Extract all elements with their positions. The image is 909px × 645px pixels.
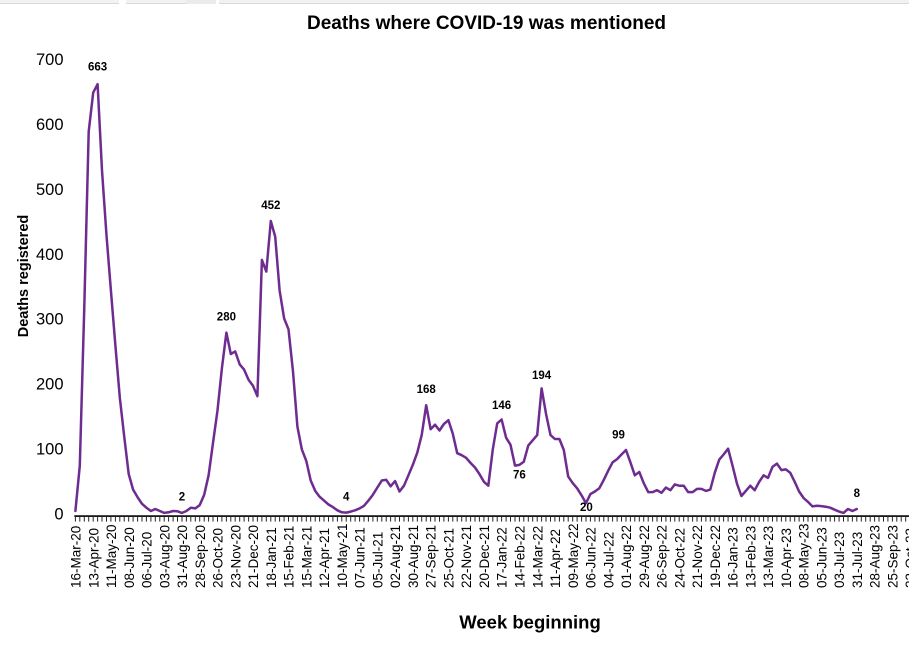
svg-text:03-Jul-23: 03-Jul-23 [832, 532, 847, 588]
svg-text:05-Jul-21: 05-Jul-21 [370, 532, 385, 588]
svg-text:23-Nov-20: 23-Nov-20 [228, 525, 243, 588]
svg-text:25-Oct-21: 25-Oct-21 [442, 528, 457, 588]
svg-text:22-Nov-21: 22-Nov-21 [459, 525, 474, 588]
svg-text:Deaths registered: Deaths registered [16, 215, 32, 338]
svg-text:18-Jan-21: 18-Jan-21 [264, 527, 279, 588]
svg-text:13-Mar-23: 13-Mar-23 [761, 526, 776, 588]
svg-text:200: 200 [36, 376, 64, 394]
svg-text:08-Jun-20: 08-Jun-20 [122, 527, 137, 588]
svg-text:06-Jul-20: 06-Jul-20 [140, 532, 155, 588]
svg-text:13-Feb-23: 13-Feb-23 [743, 526, 758, 588]
svg-text:21-Nov-22: 21-Nov-22 [690, 525, 705, 588]
svg-text:14-Feb-22: 14-Feb-22 [513, 526, 528, 588]
svg-text:19-Dec-22: 19-Dec-22 [708, 525, 723, 588]
svg-text:99: 99 [612, 430, 625, 442]
svg-text:452: 452 [261, 200, 280, 212]
svg-text:05-Jun-23: 05-Jun-23 [814, 527, 829, 588]
svg-text:146: 146 [492, 400, 511, 412]
svg-text:16-Mar-20: 16-Mar-20 [69, 526, 84, 588]
svg-text:26-Sep-22: 26-Sep-22 [655, 525, 670, 588]
svg-text:12-Apr-21: 12-Apr-21 [317, 528, 332, 588]
svg-text:29-Aug-22: 29-Aug-22 [637, 525, 652, 588]
svg-text:700: 700 [36, 51, 64, 69]
svg-text:08-May-23: 08-May-23 [797, 523, 812, 588]
svg-text:15-Feb-21: 15-Feb-21 [282, 526, 297, 588]
svg-text:10-Apr-23: 10-Apr-23 [779, 528, 794, 588]
svg-text:02-Aug-21: 02-Aug-21 [388, 525, 403, 588]
svg-text:76: 76 [513, 470, 526, 482]
svg-text:13-Apr-20: 13-Apr-20 [86, 528, 101, 588]
svg-text:15-Mar-21: 15-Mar-21 [299, 526, 314, 588]
svg-text:8: 8 [854, 488, 861, 500]
svg-text:100: 100 [36, 441, 64, 459]
svg-text:21-Dec-20: 21-Dec-20 [246, 525, 261, 588]
svg-text:600: 600 [36, 116, 64, 134]
svg-text:01-Aug-22: 01-Aug-22 [619, 525, 634, 588]
svg-text:25-Sep-23: 25-Sep-23 [886, 525, 901, 588]
svg-text:20: 20 [580, 502, 593, 514]
svg-text:07-Jun-21: 07-Jun-21 [353, 527, 368, 588]
svg-text:663: 663 [88, 62, 107, 74]
svg-text:06-Jun-22: 06-Jun-22 [584, 527, 599, 588]
svg-text:Week beginning: Week beginning [459, 612, 601, 633]
svg-text:28-Sep-20: 28-Sep-20 [193, 525, 208, 588]
svg-text:28-Aug-23: 28-Aug-23 [868, 525, 883, 588]
svg-text:31-Aug-20: 31-Aug-20 [175, 525, 190, 588]
svg-text:10-May-21: 10-May-21 [335, 523, 350, 588]
svg-text:400: 400 [36, 246, 64, 264]
svg-text:31-Jul-23: 31-Jul-23 [850, 532, 865, 588]
svg-text:23-Oct-23: 23-Oct-23 [903, 528, 909, 588]
svg-text:16-Jan-23: 16-Jan-23 [726, 527, 741, 588]
svg-text:0: 0 [54, 506, 63, 524]
svg-text:17-Jan-22: 17-Jan-22 [495, 527, 510, 588]
svg-text:194: 194 [532, 370, 552, 382]
svg-text:2: 2 [179, 492, 185, 504]
svg-text:30-Aug-21: 30-Aug-21 [406, 525, 421, 588]
svg-text:11-Apr-22: 11-Apr-22 [548, 529, 563, 588]
svg-text:168: 168 [417, 384, 437, 396]
svg-text:24-Oct-22: 24-Oct-22 [672, 528, 687, 588]
svg-text:26-Oct-20: 26-Oct-20 [211, 528, 226, 588]
svg-text:04-Jul-22: 04-Jul-22 [601, 532, 616, 588]
svg-text:09-May-22: 09-May-22 [566, 523, 581, 588]
svg-text:4: 4 [343, 492, 350, 504]
svg-text:14-Mar-22: 14-Mar-22 [530, 526, 545, 588]
svg-text:03-Aug-20: 03-Aug-20 [157, 525, 172, 588]
svg-text:11-May-20: 11-May-20 [104, 524, 119, 588]
svg-text:27-Sep-21: 27-Sep-21 [424, 525, 439, 588]
svg-text:300: 300 [36, 311, 64, 329]
svg-text:500: 500 [36, 181, 64, 199]
svg-text:20-Dec-21: 20-Dec-21 [477, 525, 492, 588]
svg-text:280: 280 [217, 312, 236, 324]
